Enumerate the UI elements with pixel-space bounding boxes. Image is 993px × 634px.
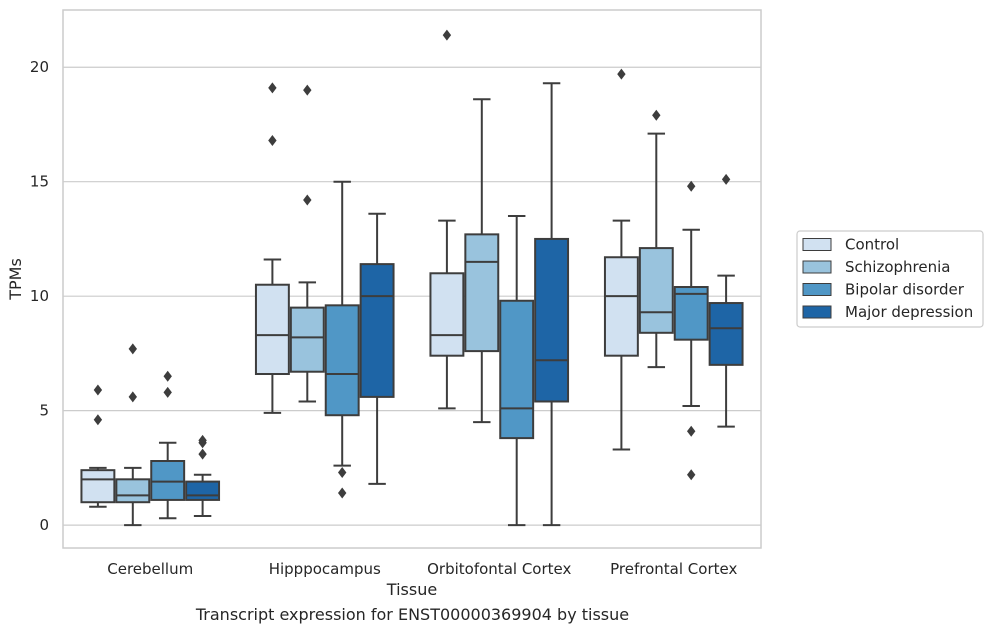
- legend-swatch: [802, 283, 832, 296]
- legend-frame: [796, 230, 984, 328]
- box-rect: [150, 460, 186, 501]
- y-tick-labels: 0 5 10 15 20: [30, 58, 49, 534]
- x-tick-labels: Cerebellum Hipppocampus Orbitofontal Corte…: [107, 560, 737, 578]
- box-1-3: [359, 212, 395, 485]
- outlier-point: [128, 343, 137, 355]
- legend-label: Schizophrenia: [845, 258, 950, 276]
- outlier-point: [617, 68, 626, 80]
- box-2-0: [429, 29, 465, 410]
- chart-caption: Transcript expression for ENST0000036990…: [195, 605, 630, 624]
- grid-lines: [63, 66, 761, 526]
- outlier-point: [198, 434, 207, 446]
- legend-swatch: [802, 260, 832, 274]
- box-rect: [80, 469, 116, 504]
- x-axis-label: Tissue: [386, 580, 437, 599]
- x-tick-label: Cerebellum: [107, 560, 193, 578]
- outlier-point: [268, 82, 277, 94]
- outlier-point: [687, 180, 696, 192]
- box-3-3: [708, 173, 744, 428]
- outlier-point: [128, 391, 137, 403]
- legend: Control Schizophrenia Bipolar disorder Majo…: [796, 230, 984, 328]
- outlier-point: [721, 173, 731, 185]
- outlier-point: [93, 414, 103, 426]
- y-axis-label: TPMs: [6, 258, 25, 301]
- box-3-2: [673, 180, 709, 481]
- box-rect: [115, 478, 151, 504]
- box-1-1: [289, 84, 325, 403]
- boxes-group: [80, 29, 744, 527]
- box-rect: [185, 480, 221, 501]
- box-2-3: [534, 82, 570, 527]
- outlier-point: [93, 384, 103, 396]
- box-0-0: [80, 384, 116, 508]
- box-rect: [254, 283, 290, 376]
- box-0-2: [150, 370, 186, 520]
- y-tick-label: 20: [30, 58, 49, 76]
- box-2-2: [499, 215, 535, 527]
- box-rect: [499, 299, 535, 440]
- box-0-1: [115, 343, 151, 527]
- outlier-point: [652, 109, 661, 121]
- x-tick-label: Orbitofontal Cortex: [427, 560, 571, 578]
- box-rect: [359, 263, 395, 398]
- y-tick-label: 0: [39, 516, 49, 534]
- box-3-0: [603, 68, 639, 451]
- box-1-0: [254, 82, 290, 414]
- box-rect: [708, 302, 744, 366]
- y-tick-label: 10: [30, 287, 49, 305]
- plot-frame: [62, 9, 762, 549]
- legend-label: Major depression: [845, 303, 973, 321]
- outlier-point: [687, 469, 696, 481]
- box-1-2: [324, 180, 360, 499]
- outlier-point: [303, 194, 312, 206]
- outlier-point: [687, 425, 696, 437]
- box-rect: [534, 237, 570, 403]
- outlier-point: [303, 84, 312, 96]
- y-tick-label: 15: [30, 173, 49, 191]
- legend-label: Control: [845, 236, 899, 254]
- outlier-point: [268, 134, 277, 146]
- box-rect: [289, 306, 325, 373]
- legend-swatch: [802, 305, 832, 319]
- x-tick-label: Hipppocampus: [269, 560, 381, 578]
- outlier-point: [163, 370, 172, 382]
- box-rect: [638, 247, 674, 334]
- box-rect: [464, 233, 500, 353]
- outlier-point: [338, 466, 347, 478]
- box-0-3: [185, 434, 221, 517]
- box-rect: [429, 272, 465, 357]
- box-rect: [673, 286, 709, 341]
- y-tick-label: 5: [39, 402, 49, 420]
- x-tick-label: Prefrontal Cortex: [610, 560, 737, 578]
- box-rect: [324, 304, 360, 417]
- box-2-1: [464, 98, 500, 424]
- outlier-point: [338, 487, 347, 499]
- box-rect: [603, 256, 639, 357]
- legend-label: Bipolar disorder: [845, 281, 965, 299]
- outlier-point: [163, 386, 172, 398]
- outlier-point: [198, 448, 207, 460]
- legend-swatch: [802, 238, 832, 251]
- outlier-point: [442, 29, 452, 41]
- box-3-1: [638, 109, 674, 369]
